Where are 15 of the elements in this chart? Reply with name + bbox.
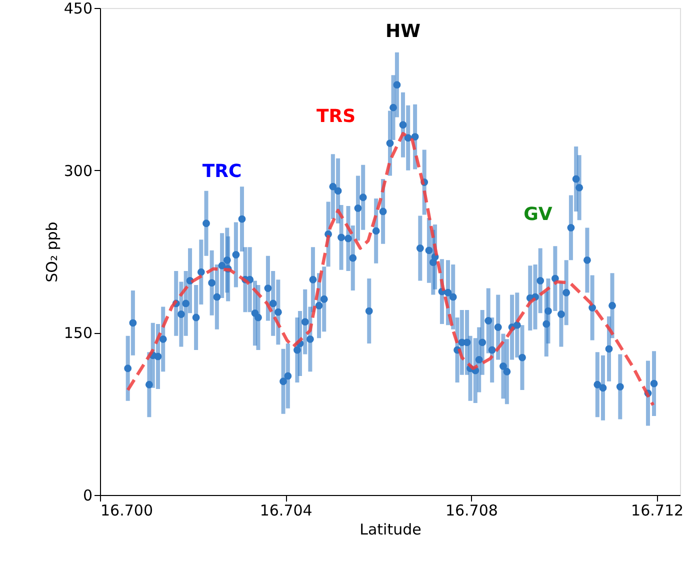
line-series xyxy=(126,132,655,407)
y-tick-label: 0 xyxy=(82,486,92,504)
annotation: TRC xyxy=(202,161,242,182)
y-tick-label: 300 xyxy=(64,162,92,180)
x-tick-label: 16.700 xyxy=(100,502,153,520)
x-axis-title: Latitude xyxy=(360,520,422,538)
y-axis-title: SO₂ ppb xyxy=(42,222,61,282)
x-tick-label: 16.708 xyxy=(445,502,498,520)
annotation: HW xyxy=(386,21,421,42)
y-tick-label: 150 xyxy=(64,324,92,342)
annotation: TRS xyxy=(316,106,356,127)
x-tick-label: 16.704 xyxy=(260,502,312,520)
x-tick-label: 16.712 xyxy=(631,502,684,520)
y-tick-label: 450 xyxy=(64,0,92,18)
annotation: GV xyxy=(524,204,552,225)
